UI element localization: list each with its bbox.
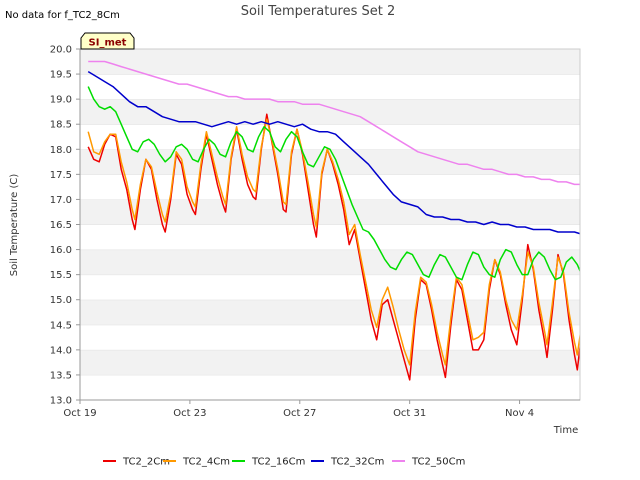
y-tick-label: 19.0 — [50, 95, 72, 106]
x-tick-label: Oct 27 — [283, 408, 316, 419]
legend-label: TC2_16Cm — [251, 457, 305, 468]
y-tick-label: 16.5 — [50, 220, 72, 231]
y-tick-label: 14.0 — [50, 345, 72, 356]
y-tick-label: 14.5 — [50, 320, 72, 331]
no-data-note: No data for f_TC2_8Cm — [5, 10, 120, 21]
grid-band — [80, 149, 580, 175]
y-tick-label: 13.5 — [50, 370, 72, 381]
y-tick-label: 17.5 — [50, 170, 72, 181]
legend-item-tc2-2cm: TC2_2Cm — [103, 457, 170, 468]
grid-band — [80, 249, 580, 275]
x-tick-label: Oct 23 — [173, 408, 206, 419]
legend-item-tc2-4cm: TC2_4Cm — [163, 457, 230, 468]
si-met-badge: SI_met — [80, 32, 135, 50]
series-line-tc2-2cm — [87, 113, 580, 381]
x-tick-label: Nov 4 — [505, 408, 534, 419]
chart-title: Soil Temperatures Set 2 — [241, 4, 396, 19]
grid-band — [80, 349, 580, 375]
y-tick-label: 15.5 — [50, 270, 72, 281]
series-layer — [87, 60, 580, 381]
y-tick-label: 17.0 — [50, 195, 72, 206]
y-axis-title: Soil Temperature (C) — [9, 174, 20, 277]
grid-band — [80, 124, 580, 150]
y-tick-label: 18.0 — [50, 145, 72, 156]
y-tick-label: 20.0 — [50, 45, 72, 56]
legend: TC2_2Cm TC2_4Cm TC2_16Cm TC2_32Cm TC2_50Cm — [103, 457, 465, 468]
y-tick-label: 18.5 — [50, 120, 72, 131]
x-tick-label: Oct 31 — [393, 408, 426, 419]
legend-item-tc2-32cm: TC2_32Cm — [311, 457, 384, 468]
axes: 13.0 13.5 14.0 14.5 15.0 15.5 16.0 16.5 17.0 17.5… — [50, 45, 581, 419]
grid-band — [80, 49, 580, 75]
grid-band — [80, 74, 580, 100]
y-tick-label: 19.5 — [50, 70, 72, 81]
grid-band — [80, 299, 580, 325]
legend-item-tc2-50cm: TC2_50Cm — [392, 457, 465, 468]
y-tick-label: 13.0 — [50, 396, 72, 407]
grid-band — [80, 224, 580, 250]
series-line-tc2-50cm — [88, 60, 580, 186]
y-tick-label: 16.0 — [50, 245, 72, 256]
x-tick-label: Oct 19 — [63, 408, 96, 419]
legend-label: TC2_2Cm — [122, 457, 170, 468]
legend-label: TC2_50Cm — [411, 457, 465, 468]
legend-label: TC2_4Cm — [182, 457, 230, 468]
legend-label: TC2_32Cm — [330, 457, 384, 468]
grid-band — [80, 274, 580, 300]
grid-band — [80, 174, 580, 200]
grid-band — [80, 374, 580, 400]
x-axis-title: Time — [553, 425, 578, 436]
grid-band — [80, 99, 580, 125]
legend-item-tc2-16cm: TC2_16Cm — [232, 457, 305, 468]
badge-label: SI_met — [89, 38, 127, 49]
series-line-tc2-32cm — [87, 70, 580, 235]
grid-band — [80, 324, 580, 350]
series-line-tc2-16cm — [87, 86, 580, 281]
grid-band — [80, 199, 580, 225]
series-line-tc2-4cm — [87, 118, 580, 366]
y-tick-label: 15.0 — [50, 295, 72, 306]
